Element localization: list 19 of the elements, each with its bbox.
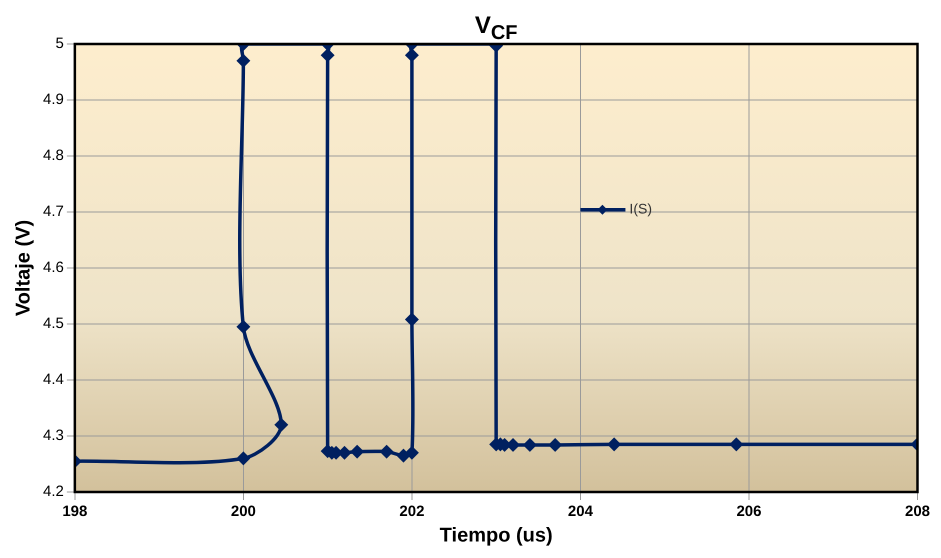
- y-tick-label: 4.8: [42, 147, 64, 164]
- y-tick-label: 5: [56, 35, 64, 52]
- legend-label: I(S): [629, 200, 652, 217]
- x-axis-title: Tiempo (us): [440, 524, 553, 547]
- y-tick-label: 4.7: [42, 203, 64, 220]
- y-axis-title: Voltaje (V): [12, 220, 35, 316]
- y-tick-label: 4.2: [42, 483, 64, 500]
- y-tick-label: 4.9: [42, 91, 64, 108]
- x-tick-label: 204: [568, 503, 594, 520]
- x-tick-label: 208: [904, 503, 930, 520]
- chart-title: V$_{CF}$: [474, 12, 518, 45]
- y-tick-label: 4.3: [42, 427, 64, 444]
- x-tick-label: 202: [399, 503, 424, 520]
- x-tick-label: 198: [62, 503, 88, 520]
- x-tick-label: 200: [230, 503, 256, 520]
- y-tick-label: 4.4: [42, 371, 64, 388]
- y-tick-label: 4.6: [42, 259, 64, 276]
- y-tick-label: 4.5: [42, 315, 64, 332]
- x-tick-label: 206: [736, 503, 762, 520]
